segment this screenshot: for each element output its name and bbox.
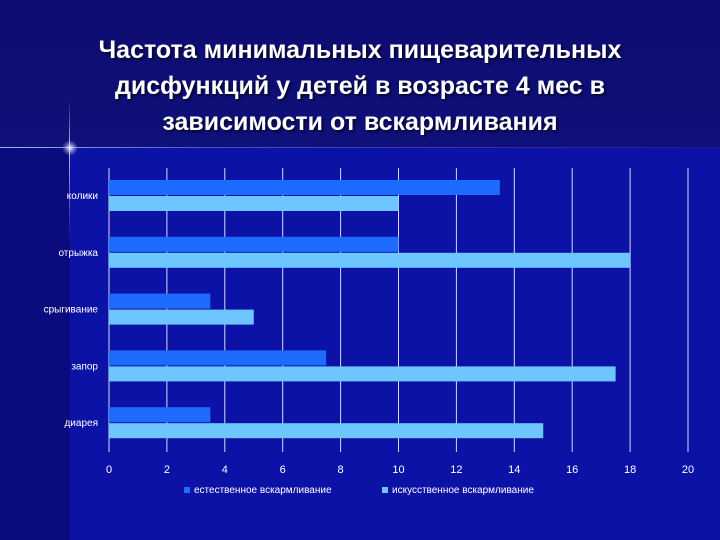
chart-background [70, 148, 720, 540]
legend-swatch [382, 487, 388, 493]
category-label: отрыжка [58, 248, 98, 259]
x-tick-label: 20 [682, 464, 694, 476]
bar [109, 407, 211, 423]
decorative-horizontal-line [0, 147, 720, 148]
title-line-1: Частота минимальных пищеварительных [98, 36, 622, 64]
x-tick-label: 14 [508, 464, 520, 476]
bar [109, 196, 399, 211]
bar [109, 252, 631, 268]
title-line-3: зависимости от вскармливания [162, 108, 558, 136]
bar [109, 350, 327, 366]
x-tick-label: 0 [106, 464, 112, 476]
x-tick-label: 10 [392, 464, 404, 476]
category-label: диарея [64, 418, 98, 429]
category-label: колики [67, 191, 98, 202]
x-tick-label: 2 [164, 464, 170, 476]
bar [109, 236, 399, 252]
title-background [0, 0, 720, 148]
bar [109, 309, 254, 325]
x-tick-label: 6 [280, 464, 286, 476]
bar [109, 180, 500, 195]
slide-title: Частота минимальных пищеварительных дисф… [20, 32, 700, 140]
bar [109, 366, 616, 382]
decorative-sparkle [62, 140, 78, 156]
x-tick-label: 12 [450, 464, 462, 476]
legend-label: искусственное вскармливание [392, 485, 534, 496]
bar [109, 293, 211, 309]
title-line-2: дисфункций у детей в возрасте 4 мес в [114, 72, 606, 100]
decorative-vertical-line [69, 100, 70, 240]
left-background [0, 148, 70, 540]
category-label: срыгивание [44, 305, 99, 316]
category-label: запор [71, 361, 98, 372]
legend-label: естественное вскармливание [194, 485, 332, 496]
bar [109, 423, 544, 439]
legend-swatch [184, 487, 190, 493]
x-tick-label: 8 [338, 464, 344, 476]
x-tick-label: 4 [222, 464, 228, 476]
x-tick-label: 18 [624, 464, 636, 476]
x-tick-label: 16 [566, 464, 578, 476]
